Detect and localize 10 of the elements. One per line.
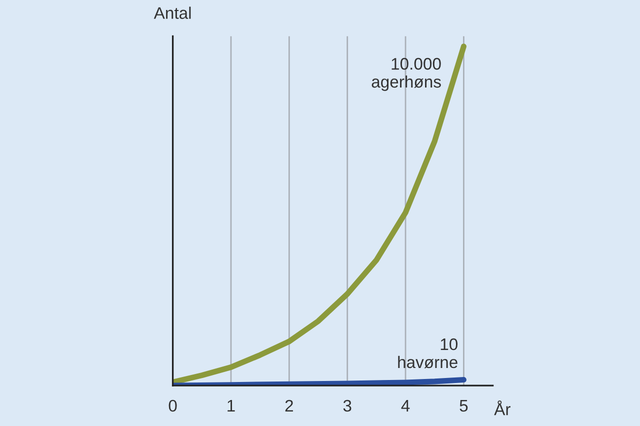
- x-tick-label: 3: [343, 400, 352, 412]
- x-tick-label: 5: [460, 400, 468, 412]
- x-axis-title: År: [494, 400, 510, 416]
- x-tick-label: 4: [401, 400, 410, 412]
- x-tick-label: 0: [168, 400, 177, 412]
- x-tick-label: 2: [285, 400, 293, 412]
- annotation: 10 havørne: [398, 338, 458, 368]
- x-tick-label: 1: [228, 400, 235, 412]
- annotation: 10.000 agerhøns: [372, 58, 441, 91]
- y-axis-title: Antal: [154, 6, 191, 19]
